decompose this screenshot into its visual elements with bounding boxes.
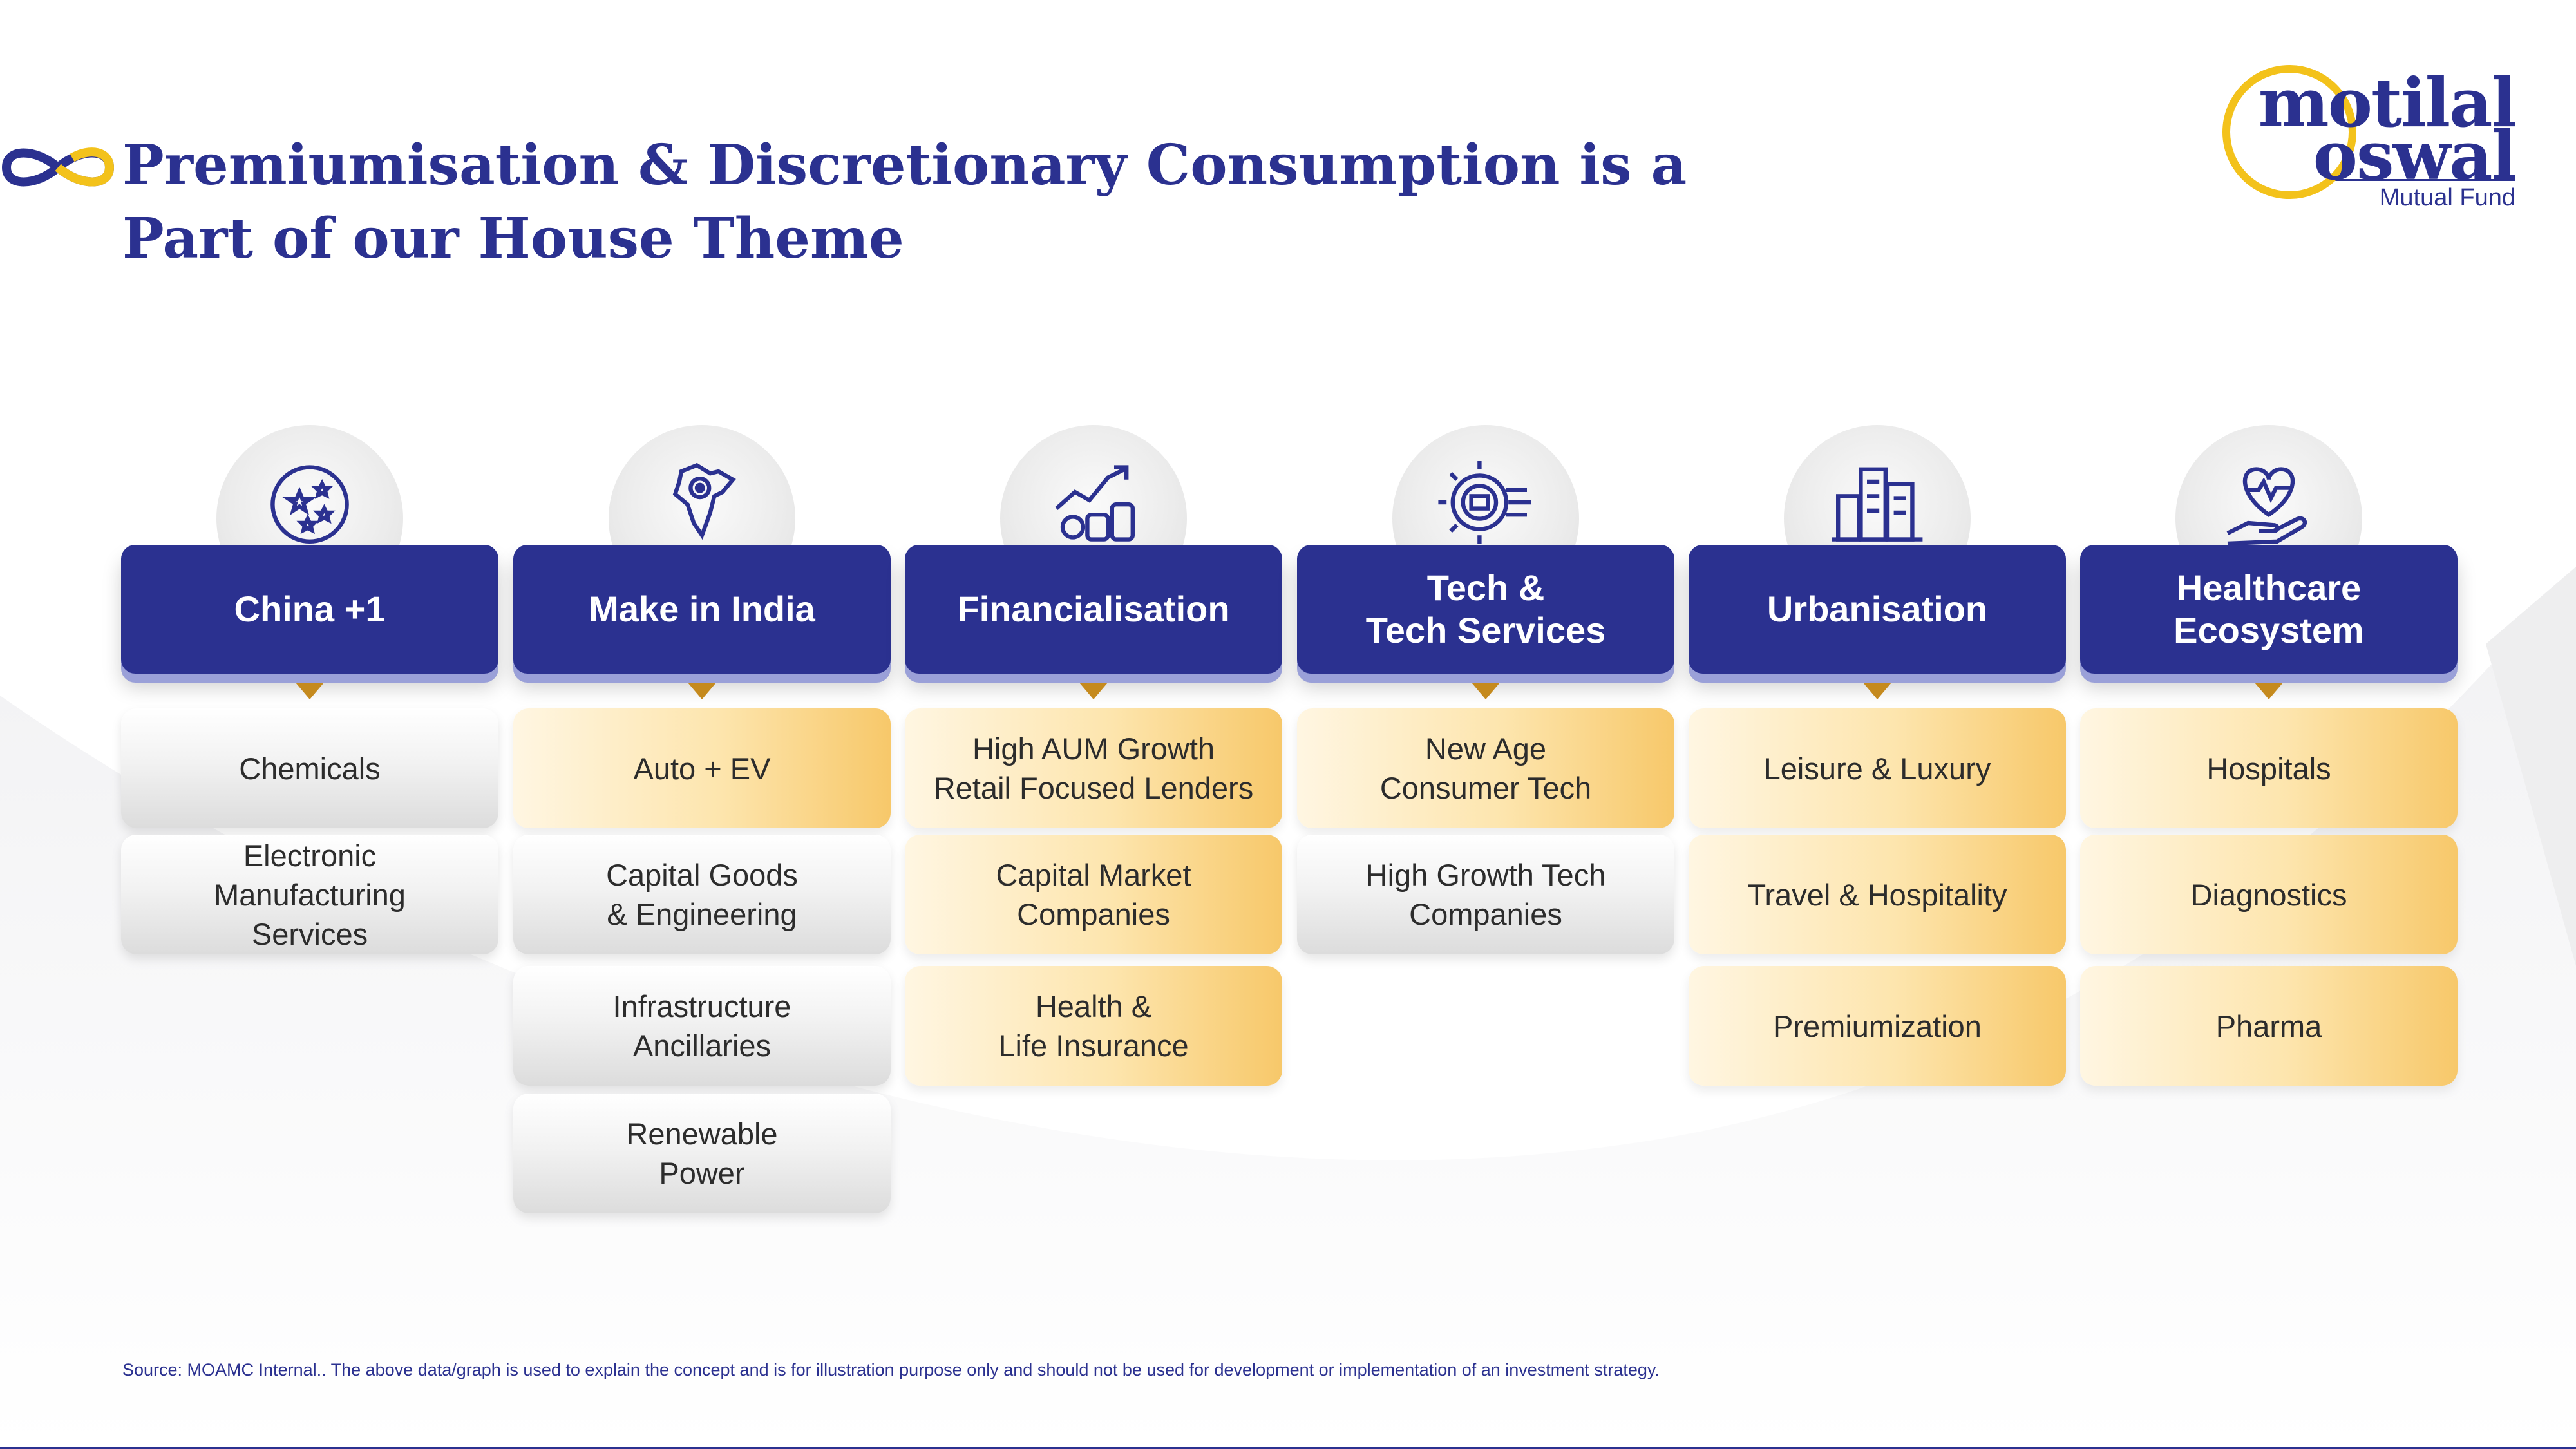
- motilal-oswal-logo: motilal oswal Mutual Fund: [2215, 52, 2524, 219]
- header-pointer: [1079, 683, 1108, 699]
- growth-coins-icon: [1055, 465, 1135, 542]
- globe-stars-icon: [270, 465, 349, 544]
- source-footnote: Source: MOAMC Internal.. The above data/…: [122, 1360, 1660, 1379]
- theme-item-premiumization: Premiumization: [1689, 966, 2066, 1086]
- logo-subtitle: Mutual Fund: [2379, 184, 2515, 211]
- theme-columns: China +1 Chemicals Electronic Manufactur…: [121, 425, 2458, 1213]
- theme-item-travel-hospitality: Travel & Hospitality: [1689, 835, 2066, 954]
- theme-item-retail-lenders: High AUM Growth Retail Focused Lenders: [905, 708, 1282, 828]
- logo-word-oswal: oswal: [2313, 116, 2517, 195]
- theme-item-insurance: Health & Life Insurance: [905, 966, 1282, 1086]
- theme-header-financialisation: Financialisation: [905, 545, 1282, 674]
- logo-rule: [2335, 179, 2515, 181]
- theme-item-renewable-power: Renewable Power: [513, 1094, 891, 1213]
- page-title: Premiumisation & Discretionary Consumpti…: [122, 133, 1687, 271]
- header-pointer: [1863, 683, 1891, 699]
- theme-item-leisure-luxury: Leisure & Luxury: [1689, 708, 2066, 828]
- theme-header-urbanisation: Urbanisation: [1689, 545, 2066, 674]
- theme-header-tech: Tech & Tech Services: [1297, 545, 1674, 674]
- header-pointer: [296, 683, 324, 699]
- theme-item-high-growth-tech: High Growth Tech Companies: [1297, 835, 1674, 954]
- theme-item-pharma: Pharma: [2080, 966, 2458, 1086]
- theme-header-china: China +1: [121, 545, 498, 674]
- logo-word-motilal: motilal: [2258, 63, 2517, 142]
- infinity-icon: [1, 147, 115, 187]
- theme-item-auto-ev: Auto + EV: [513, 708, 891, 828]
- theme-header-healthcare: Healthcare Ecosystem: [2080, 545, 2458, 674]
- heart-hand-icon: [2226, 467, 2307, 546]
- theme-header-make-in-india: Make in India: [513, 545, 891, 674]
- header-pointer: [1472, 683, 1500, 699]
- theme-item-electronic-manufacturing: Electronic Manufacturing Services: [121, 835, 498, 954]
- theme-item-diagnostics: Diagnostics: [2080, 835, 2458, 954]
- city-buildings-icon: [1832, 467, 1923, 542]
- theme-item-infrastructure-ancillaries: Infrastructure Ancillaries: [513, 966, 891, 1086]
- theme-item-capital-market: Capital Market Companies: [905, 835, 1282, 954]
- gear-circuit-icon: [1438, 461, 1531, 544]
- theme-item-capital-goods: Capital Goods & Engineering: [513, 835, 891, 954]
- logo-ring-icon: [2222, 65, 2356, 199]
- india-map-pin-icon: [672, 462, 736, 540]
- theme-item-consumer-tech: New Age Consumer Tech: [1297, 708, 1674, 828]
- theme-item-hospitals: Hospitals: [2080, 708, 2458, 828]
- theme-item-chemicals: Chemicals: [121, 708, 498, 828]
- header-pointer: [688, 683, 716, 699]
- header-pointer: [2255, 683, 2283, 699]
- bottom-rule: [0, 1447, 2576, 1449]
